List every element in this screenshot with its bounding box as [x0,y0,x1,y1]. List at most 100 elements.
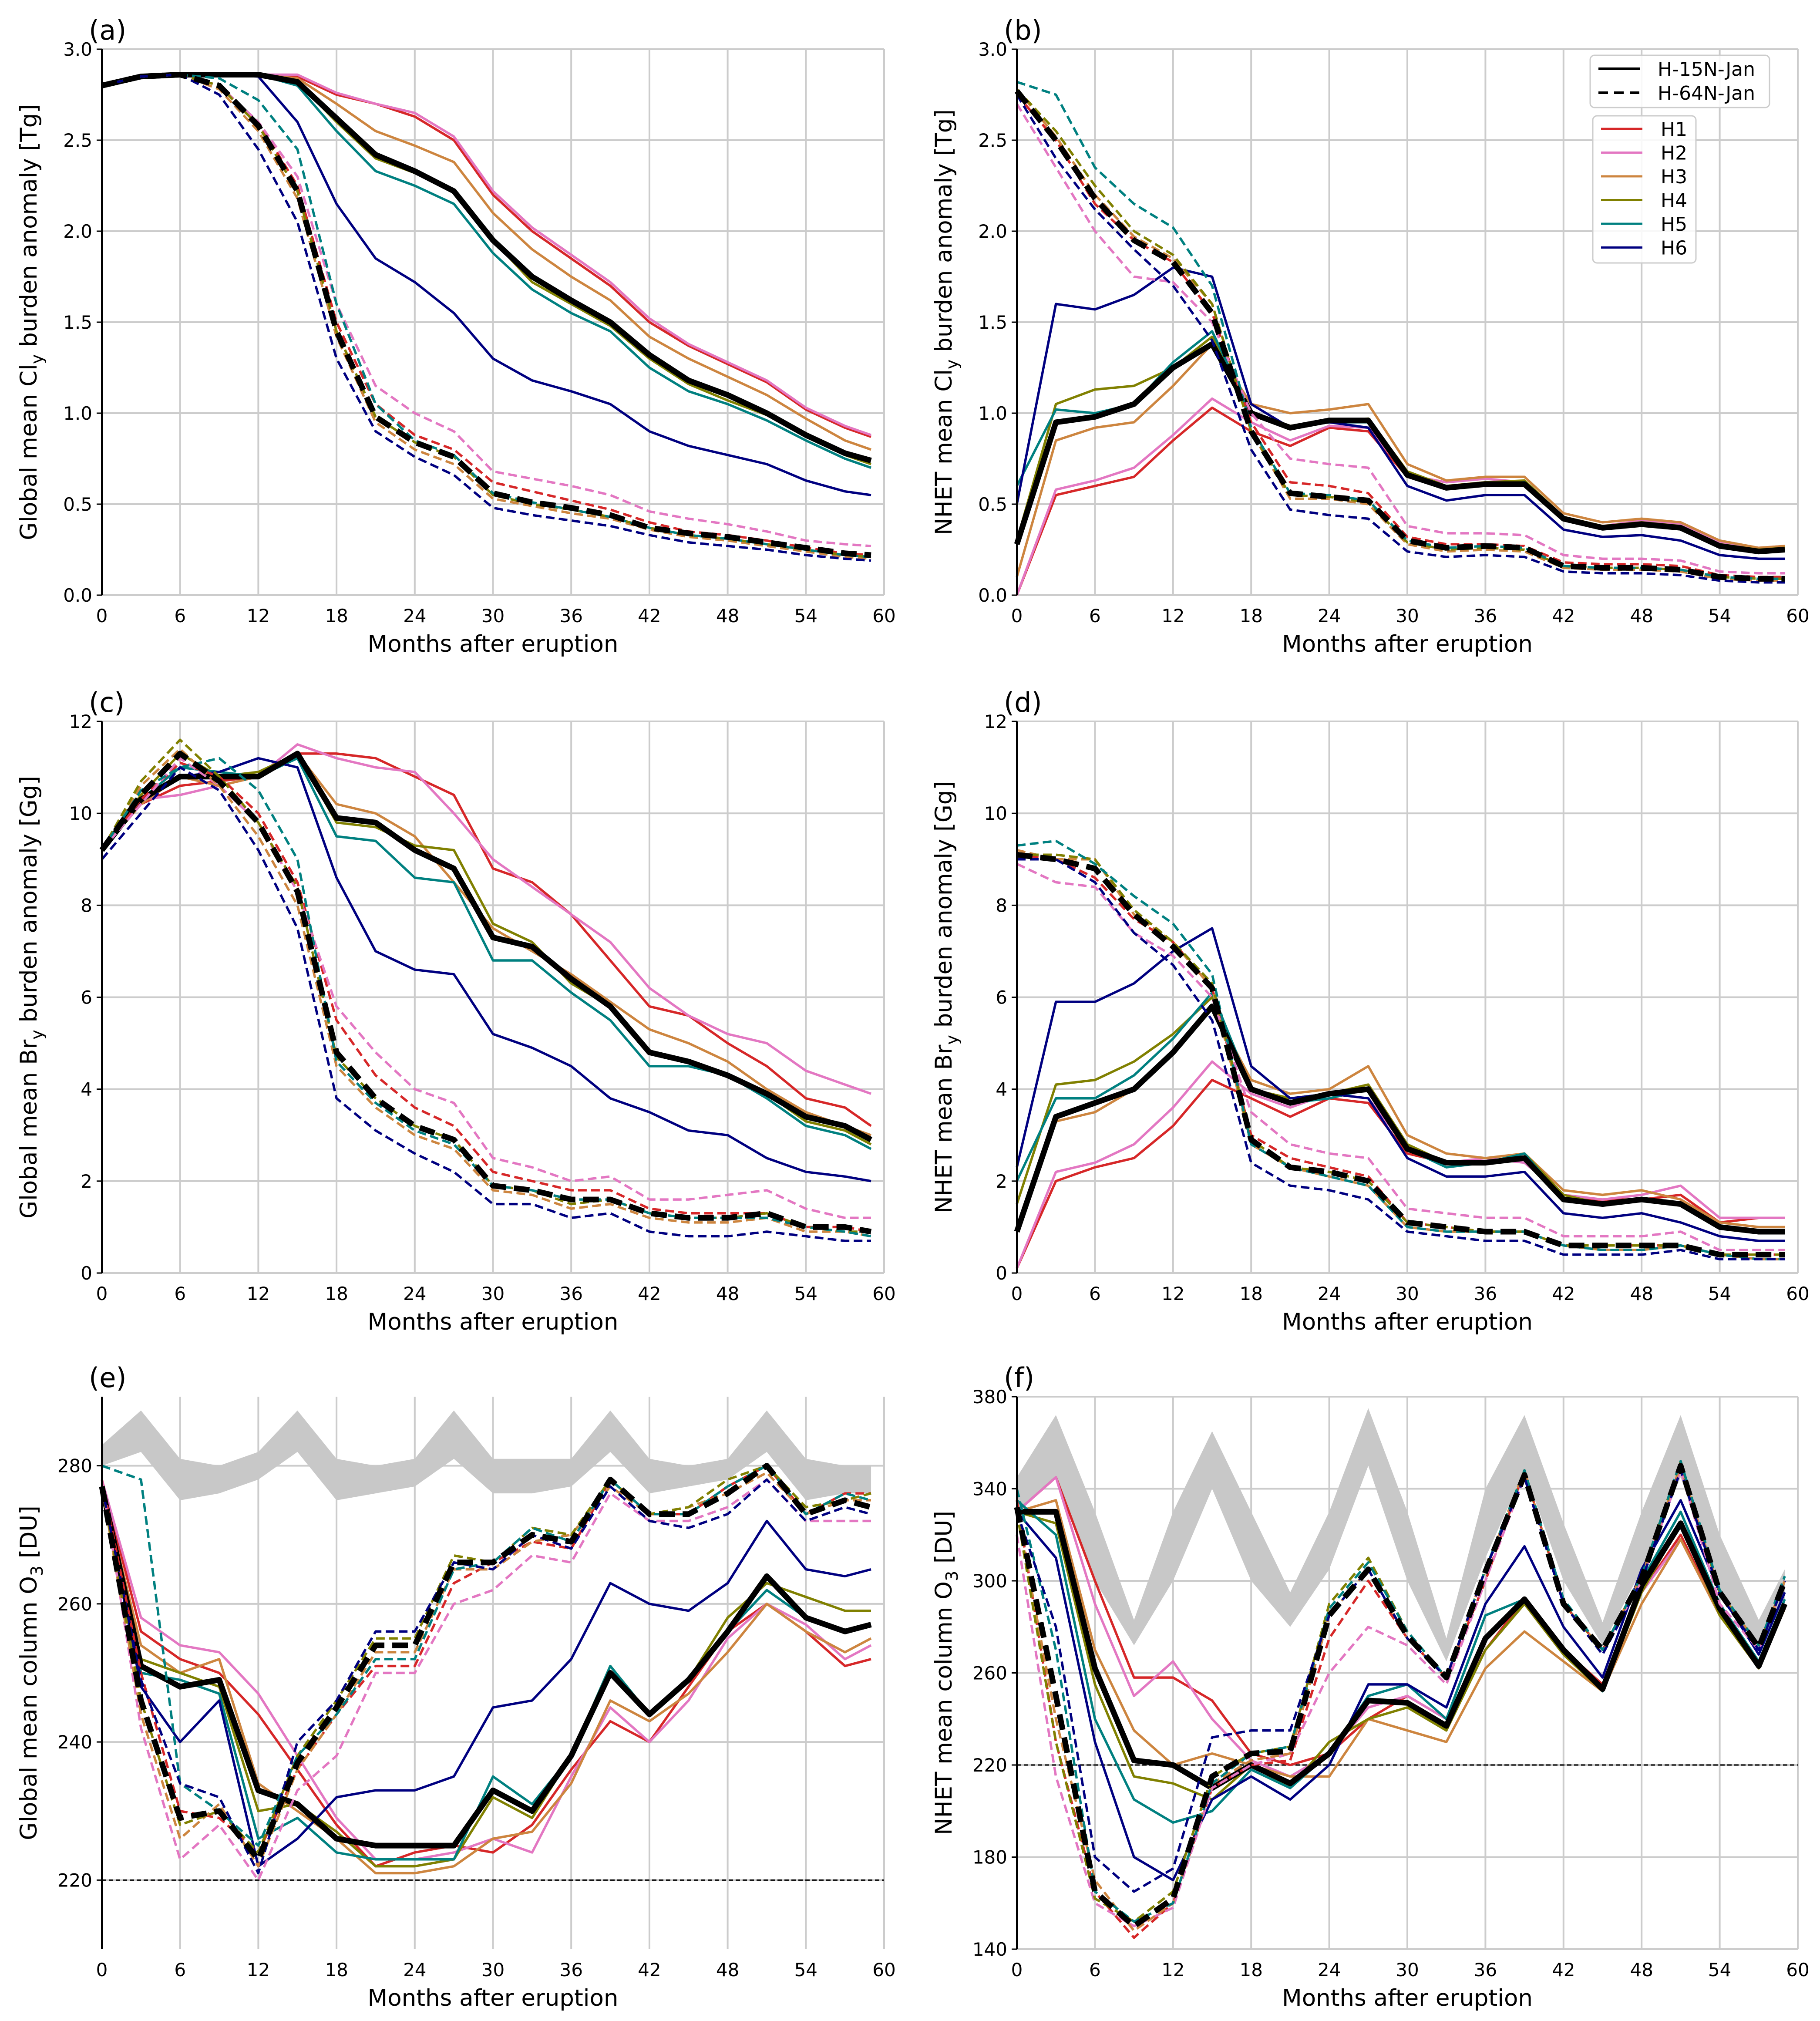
climatology-band [1017,1408,1785,1662]
x-tick-label: 36 [1474,1959,1497,1981]
x-tick-label: 18 [325,1959,348,1981]
y-tick-label: 6 [81,987,92,1008]
panel-label: (a) [89,14,126,46]
y-tick-label: 2 [81,1171,92,1192]
x-tick-label: 42 [1552,605,1575,627]
y-tick-label: 380 [972,1386,1007,1408]
y-tick-label: 4 [81,1079,92,1100]
y-tick-label: 220 [57,1869,92,1891]
legend-label: H2 [1661,142,1687,165]
x-tick-label: 6 [174,605,186,627]
y-tick-label: 8 [81,895,92,916]
h2-h-15n-jan-line [101,73,871,436]
x-tick-label: 6 [174,1283,186,1304]
x-tick-label: 24 [403,1283,426,1304]
x-tick-label: 12 [247,1959,270,1981]
h3-h-15n-jan-line [101,752,871,1136]
y-axis-label: Global mean Bry burden anomaly [Gg] [16,776,47,1219]
h2-h-64n-jan-line [1016,862,1785,1251]
mean-h-64n-jan-line [99,751,872,1235]
x-tick-label: 60 [872,605,895,627]
y-tick-label: 2.5 [63,130,92,151]
x-tick-label: 36 [559,1959,582,1981]
mean-h-15n-jan-line [1017,1509,1788,1791]
mean-h-64n-jan-line [1014,1463,1788,1929]
x-tick-label: 48 [1630,605,1653,627]
panel-a: 0 6 12 18 24 30 36 42 48 54 60 0.0 0.5 1.0 1.5 2.0 2.5 3.… [16,14,896,657]
y-axis-label-text: [DU] [931,1511,957,1571]
h3-h-15n-jan-line [1016,1499,1786,1778]
panel-label: (d) [1004,687,1042,718]
x-tick-label: 12 [1161,1283,1184,1304]
x-tick-label: 54 [1708,1959,1731,1981]
h1-h-64n-jan-line [101,73,871,556]
y-tick-label: 2.5 [978,130,1007,151]
legend-label: H1 [1661,118,1687,141]
x-tick-label: 48 [1630,1283,1653,1304]
x-tick-label: 36 [1474,1283,1497,1304]
mean-h-64n-jan-line [1016,852,1785,1258]
x-tick-label: 0 [1011,1959,1023,1981]
x-tick-label: 60 [872,1959,895,1981]
mean-h-15n-jan-line [101,72,872,463]
mean-h-64n-jan-line [101,72,871,558]
x-tick-label: 24 [1318,1959,1341,1981]
h6-h-15n-jan-line [1016,1499,1786,1882]
mean-h-15n-jan-line [1014,341,1785,555]
y-tick-label: 0.0 [63,585,92,606]
x-tick-label: 0 [96,1283,108,1304]
y-axis-label: NHET mean Cly burden anomaly [Tg] [931,109,962,535]
h3-h-64n-jan-line [101,748,871,1238]
y-tick-label: 10 [984,803,1007,824]
y-tick-label: 1.5 [978,312,1007,333]
x-tick-label: 48 [716,605,739,627]
panel-b: 0 6 12 18 24 30 36 42 48 54 60 0.0 0.5 1.0 1.5 2.0 2.5 3.… [931,14,1810,657]
y-axis-label-text: Global mean Br [16,1040,42,1219]
y-axis-label-text: NHET mean Cl [931,369,957,535]
x-tick-label: 48 [716,1283,739,1304]
x-tick-label: 42 [638,1283,661,1304]
x-tick-label: 54 [794,605,817,627]
y-tick-label: 0 [81,1263,92,1284]
x-tick-label: 6 [1089,1959,1101,1981]
h1-h-15n-jan-line [101,73,871,438]
x-axis-label: Months after eruption [368,1309,619,1335]
x-axis-label: Months after eruption [1282,631,1533,657]
x-tick-label: 36 [1474,605,1497,627]
y-tick-label: 220 [972,1755,1007,1776]
y-tick-label: 0.5 [63,494,92,515]
h6-h-15n-jan-line [101,757,871,1182]
x-tick-label: 24 [1318,1283,1341,1304]
x-tick-label: 54 [1708,1283,1731,1304]
y-axis-label-text: [DU] [16,1506,42,1566]
mean-h-15n-jan-line [99,1485,872,1849]
y-tick-label: 1.5 [63,312,92,333]
x-tick-label: 12 [247,605,270,627]
x-tick-label: 24 [403,1959,426,1981]
h1-h-15n-jan-line [101,752,872,1127]
panel-label: (f) [1004,1362,1034,1394]
x-tick-label: 54 [1708,605,1731,627]
x-tick-label: 30 [481,1283,505,1304]
h1-h-64n-jan-line [101,761,871,1233]
y-tick-label: 1.0 [978,403,1007,424]
x-axis-label: Months after eruption [1282,1309,1533,1335]
x-tick-label: 18 [325,605,348,627]
h3-h-15n-jan-line [101,1486,872,1875]
x-tick-label: 42 [638,1959,661,1981]
x-tick-label: 42 [1552,1959,1575,1981]
y-axis-label: Global mean Cly burden anomaly [Tg] [16,104,47,540]
y-axis-label-subscript: y [942,1035,962,1045]
legend-label: H3 [1661,166,1687,188]
y-tick-label: 280 [57,1455,92,1477]
y-tick-label: 4 [996,1079,1007,1100]
h6-h-15n-jan-line [101,73,871,496]
x-tick-label: 6 [1089,605,1101,627]
y-axis-label-text: burden anomaly [Tg] [16,104,42,354]
x-tick-label: 54 [794,1283,817,1304]
x-tick-label: 30 [1396,1959,1419,1981]
x-tick-label: 18 [1239,1959,1262,1981]
